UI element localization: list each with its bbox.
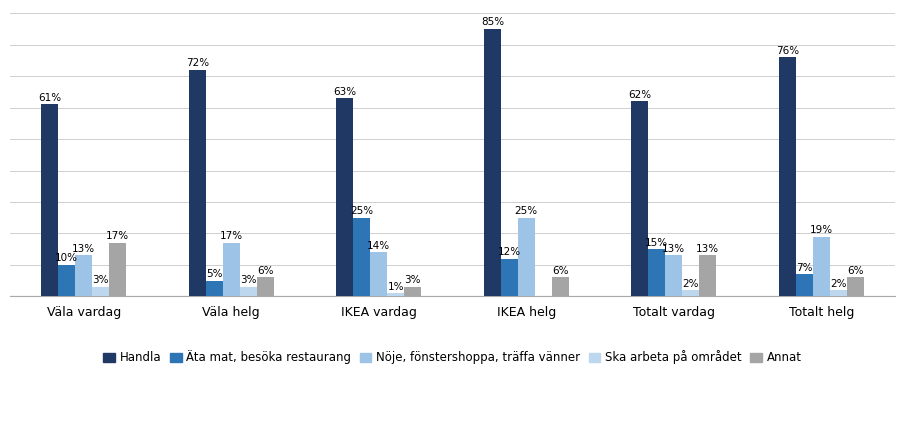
- Text: 2%: 2%: [682, 279, 699, 288]
- Bar: [552, 277, 568, 296]
- Text: 3%: 3%: [92, 275, 109, 285]
- Bar: [405, 287, 421, 296]
- Text: 62%: 62%: [628, 90, 652, 100]
- Bar: [205, 281, 223, 296]
- Text: 17%: 17%: [106, 232, 129, 241]
- Bar: [700, 256, 716, 296]
- Text: 17%: 17%: [220, 232, 243, 241]
- Bar: [257, 277, 273, 296]
- Text: 6%: 6%: [552, 266, 568, 276]
- Bar: [500, 259, 518, 296]
- Text: 7%: 7%: [796, 263, 813, 273]
- Bar: [110, 243, 126, 296]
- Bar: [370, 252, 387, 296]
- Text: 15%: 15%: [645, 237, 669, 248]
- Text: 25%: 25%: [350, 206, 374, 216]
- Text: 61%: 61%: [38, 93, 62, 103]
- Text: 85%: 85%: [481, 17, 504, 28]
- Bar: [795, 274, 813, 296]
- Bar: [42, 104, 58, 296]
- Bar: [92, 287, 110, 296]
- Text: 19%: 19%: [810, 225, 833, 235]
- Text: 6%: 6%: [847, 266, 863, 276]
- Bar: [847, 277, 863, 296]
- Legend: Handla, Äta mat, besöka restaurang, Nöje, fönstershoppa, träffa vänner, Ska arbe: Handla, Äta mat, besöka restaurang, Nöje…: [99, 346, 806, 369]
- Text: 13%: 13%: [662, 244, 685, 254]
- Bar: [58, 265, 75, 296]
- Text: 13%: 13%: [72, 244, 95, 254]
- Text: 3%: 3%: [240, 275, 256, 285]
- Bar: [387, 293, 405, 296]
- Bar: [648, 249, 665, 296]
- Bar: [518, 218, 535, 296]
- Text: 6%: 6%: [257, 266, 273, 276]
- Bar: [682, 290, 700, 296]
- Bar: [75, 256, 92, 296]
- Bar: [484, 29, 500, 296]
- Bar: [813, 237, 830, 296]
- Text: 72%: 72%: [186, 58, 209, 68]
- Bar: [830, 290, 847, 296]
- Text: 13%: 13%: [696, 244, 719, 254]
- Text: 2%: 2%: [830, 279, 846, 288]
- Text: 25%: 25%: [515, 206, 538, 216]
- Text: 1%: 1%: [387, 282, 404, 292]
- Bar: [223, 243, 240, 296]
- Text: 63%: 63%: [333, 86, 357, 97]
- Bar: [779, 57, 795, 296]
- Bar: [189, 70, 205, 296]
- Bar: [337, 98, 353, 296]
- Text: 5%: 5%: [206, 269, 223, 279]
- Text: 76%: 76%: [776, 46, 799, 56]
- Text: 14%: 14%: [367, 241, 390, 251]
- Text: 12%: 12%: [498, 247, 521, 257]
- Bar: [353, 218, 370, 296]
- Text: 3%: 3%: [405, 275, 421, 285]
- Bar: [665, 256, 682, 296]
- Text: 10%: 10%: [55, 253, 79, 263]
- Bar: [632, 101, 648, 296]
- Bar: [240, 287, 257, 296]
